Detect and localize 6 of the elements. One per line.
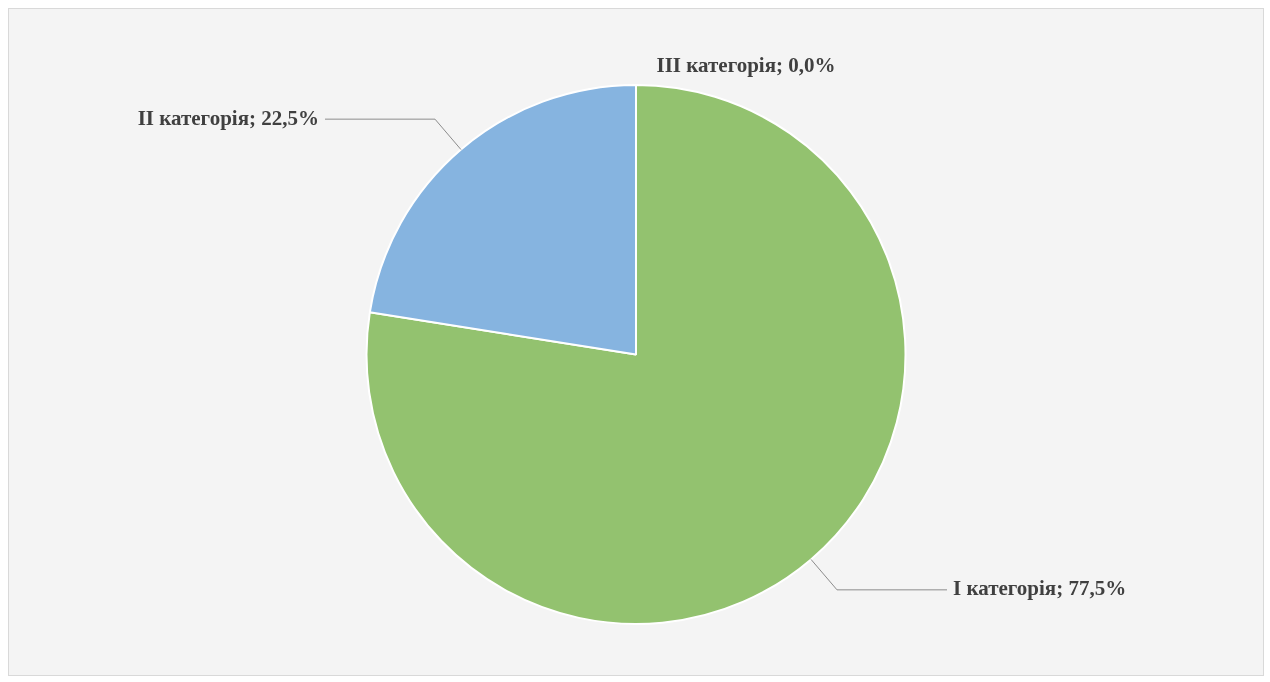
data-label: ; 22,5% xyxy=(249,105,319,130)
slice-label: I категорія xyxy=(953,576,1057,601)
text: ; 0,0% xyxy=(776,52,836,77)
slice-label: II категорія xyxy=(137,105,249,130)
data-label: ; 77,5% xyxy=(1056,576,1127,601)
category-label: III категорія xyxy=(656,52,777,77)
